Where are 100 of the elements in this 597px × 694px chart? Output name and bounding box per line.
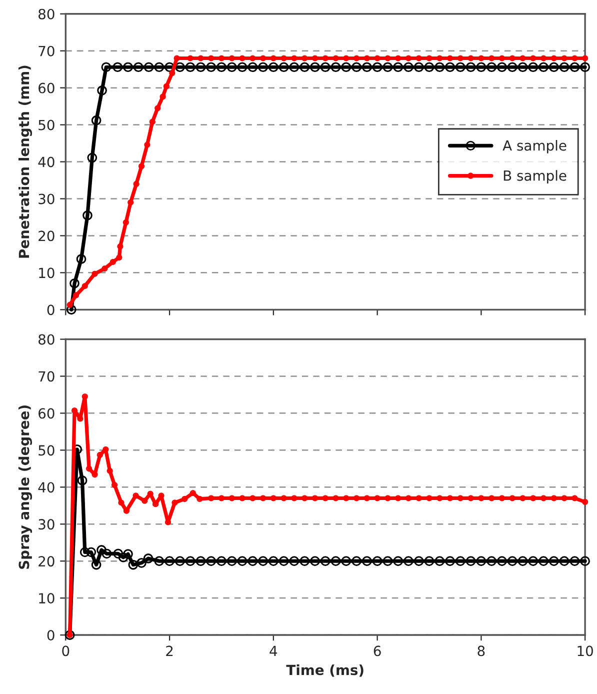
point [436, 495, 443, 502]
point [384, 55, 391, 62]
point [362, 62, 372, 72]
y-tick-label: 0 [47, 304, 54, 316]
y-tick-label: 50 [38, 120, 54, 130]
point [110, 258, 116, 266]
point [185, 62, 196, 72]
point [87, 152, 98, 163]
point [71, 408, 78, 414]
point [426, 55, 432, 62]
point [353, 55, 360, 62]
point [455, 556, 466, 566]
point [434, 62, 445, 72]
y-tick-label: 20 [38, 556, 54, 567]
point [538, 556, 548, 566]
point [393, 62, 404, 72]
point [258, 556, 268, 566]
point [76, 254, 86, 264]
x-tick-label: 8 [478, 646, 485, 656]
point [466, 556, 476, 566]
point [116, 254, 122, 261]
point [96, 545, 106, 555]
point [118, 552, 128, 562]
point [239, 495, 246, 502]
point [70, 278, 80, 288]
point [216, 62, 226, 72]
point [112, 62, 123, 72]
point [540, 495, 547, 502]
y-tick-label: 20 [38, 230, 54, 242]
point [405, 55, 412, 62]
point [291, 55, 298, 62]
legend-label: B sample [504, 170, 566, 184]
point [144, 62, 154, 72]
point [106, 468, 113, 474]
point [250, 495, 256, 502]
y-axis-title: Spray angle (degree) [18, 406, 32, 569]
point [445, 62, 455, 72]
point [133, 62, 144, 72]
point [322, 495, 328, 502]
point [446, 55, 454, 62]
point [185, 556, 196, 566]
point [149, 118, 156, 125]
point [86, 466, 92, 472]
point [248, 556, 258, 566]
point [528, 62, 538, 72]
point [498, 55, 506, 62]
y-tick-label: 30 [38, 194, 54, 204]
point [102, 548, 112, 559]
y-tick-label: 50 [38, 445, 54, 456]
point [164, 556, 174, 566]
point [289, 62, 300, 72]
point [424, 556, 434, 566]
point [289, 556, 300, 566]
point [102, 266, 108, 272]
point [416, 495, 422, 502]
point [113, 548, 124, 559]
point [218, 495, 225, 502]
point [561, 495, 568, 502]
point [330, 62, 341, 72]
point [123, 549, 133, 559]
point [239, 55, 246, 62]
point [520, 495, 526, 502]
point [550, 495, 557, 502]
point [169, 70, 176, 76]
point [582, 55, 588, 62]
point [312, 55, 318, 62]
point [404, 62, 414, 72]
point [218, 55, 225, 62]
point [446, 495, 454, 502]
point [382, 556, 393, 566]
point [486, 556, 496, 566]
y-tick-label: 40 [38, 156, 54, 168]
point [77, 476, 88, 486]
point [278, 62, 289, 72]
point [518, 556, 528, 566]
point [528, 556, 538, 566]
point [196, 556, 206, 566]
y-tick-label: 80 [38, 334, 54, 345]
point [118, 500, 124, 506]
point [300, 556, 310, 566]
y-tick-label: 70 [38, 371, 54, 382]
point [182, 496, 188, 502]
point [123, 62, 133, 72]
point [572, 495, 578, 502]
y-tick-label: 70 [38, 46, 54, 56]
y-axis-title: Penetration length (mm) [18, 66, 32, 258]
point [476, 62, 486, 72]
y-tick-label: 10 [39, 593, 54, 604]
x-tick-label: 10 [578, 646, 593, 656]
point [468, 495, 474, 502]
point [226, 556, 237, 566]
point [341, 556, 352, 566]
point [374, 55, 380, 62]
point [206, 62, 216, 72]
point [310, 62, 320, 72]
point [143, 554, 154, 564]
point [362, 556, 372, 566]
point [455, 62, 466, 72]
x-tick-label: 0 [62, 646, 70, 656]
point [538, 62, 548, 72]
